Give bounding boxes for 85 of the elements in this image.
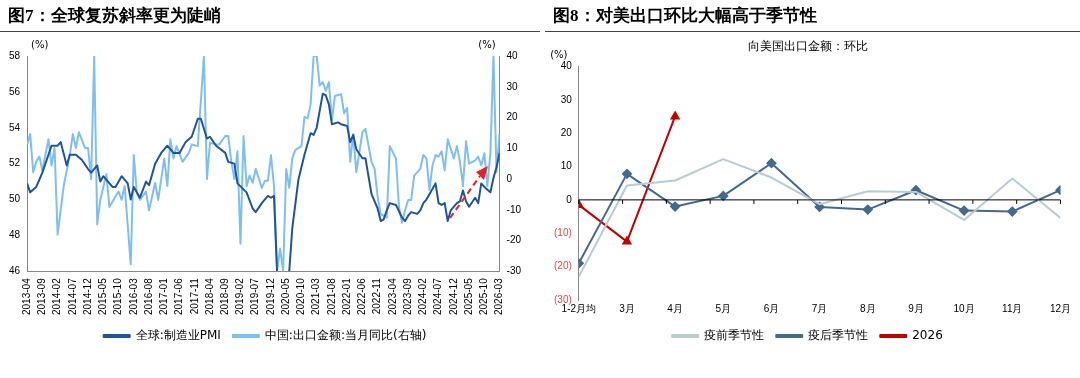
y2-axis-title: (%) bbox=[478, 38, 496, 50]
point bbox=[766, 158, 777, 169]
x-tick-label: 2021-08 bbox=[325, 277, 337, 315]
legend-label: 疫前季节性 bbox=[704, 328, 765, 343]
y-tick-label: 50 bbox=[9, 193, 21, 205]
y2-tick-label: 10 bbox=[506, 142, 519, 154]
x-tick-label: 2022-06 bbox=[356, 277, 368, 315]
x-tick-label: 2017-11 bbox=[188, 277, 200, 315]
x-tick-label: 2020-10 bbox=[295, 277, 307, 315]
y-tick-label: 52 bbox=[9, 157, 21, 169]
x-tick-label: 7月 bbox=[811, 302, 828, 314]
x-tick-label: 5月 bbox=[715, 302, 732, 314]
point bbox=[1007, 206, 1018, 217]
y2-tick-label: 0 bbox=[506, 172, 513, 184]
y-tick-label: 54 bbox=[9, 121, 21, 133]
x-tick-label: 2021-03 bbox=[310, 277, 322, 315]
y-tick-label: 0 bbox=[566, 193, 573, 205]
y-tick-label: (20) bbox=[553, 260, 572, 272]
x-tick-label: 2014-02 bbox=[51, 277, 63, 315]
x-tick-label: 2024-07 bbox=[432, 277, 444, 315]
y2-tick-label: -20 bbox=[506, 234, 522, 246]
x-tick-label: 2017-06 bbox=[173, 277, 185, 315]
y-tick-label: 56 bbox=[9, 85, 21, 97]
x-tick-label: 2016-08 bbox=[142, 277, 154, 315]
y-tick-label: 46 bbox=[9, 265, 21, 277]
chart-title: 图7：全球复苏斜率更为陡峭 bbox=[8, 5, 221, 27]
y-tick-label: (10) bbox=[553, 227, 572, 239]
x-tick-label: 2026-03 bbox=[493, 277, 505, 315]
x-tick-label: 2024-12 bbox=[447, 277, 459, 315]
point bbox=[622, 236, 632, 245]
x-tick-label: 2019-07 bbox=[249, 277, 261, 315]
x-tick-label: 2018-04 bbox=[203, 277, 215, 315]
x-tick-label: 2014-07 bbox=[66, 277, 78, 315]
x-tick-label: 12月 bbox=[1049, 302, 1071, 314]
y-tick-label: (30) bbox=[553, 293, 572, 305]
legend-label: 全球:制造业PMI bbox=[135, 328, 221, 343]
legend-label: 中国:出口金额:当月同比(右轴) bbox=[264, 328, 427, 343]
x-tick-label: 2016-03 bbox=[127, 277, 139, 315]
y-axis-title: (%) bbox=[31, 38, 49, 50]
y2-tick-label: 40 bbox=[506, 49, 519, 61]
y-tick-label: 10 bbox=[560, 160, 573, 172]
point bbox=[718, 190, 729, 201]
x-tick-label: 2025-05 bbox=[462, 277, 474, 315]
x-tick-label: 9月 bbox=[908, 302, 924, 314]
x-tick-label: 2024-02 bbox=[417, 277, 429, 315]
y-tick-label: 40 bbox=[560, 60, 573, 72]
chart-title: 图8：对美出口环比大幅高于季节性 bbox=[553, 5, 817, 27]
y-tick-label: 58 bbox=[9, 49, 21, 61]
y2-tick-label: 20 bbox=[506, 111, 519, 123]
point bbox=[670, 111, 680, 120]
y-axis-title: (%) bbox=[550, 48, 568, 60]
x-tick-label: 3月 bbox=[619, 302, 635, 314]
point bbox=[670, 201, 681, 212]
x-tick-label: 2014-12 bbox=[81, 277, 93, 315]
x-tick-label: 2020-05 bbox=[279, 277, 291, 315]
x-tick-label: 2025-10 bbox=[478, 277, 490, 315]
point bbox=[862, 204, 873, 215]
x-tick-label: 4月 bbox=[667, 302, 683, 314]
x-tick-label: 2018-09 bbox=[218, 277, 230, 315]
x-tick-label: 6月 bbox=[763, 302, 780, 314]
x-tick-label: 2013-04 bbox=[20, 277, 32, 315]
legend-label: 疫后季节性 bbox=[808, 328, 869, 343]
x-tick-label: 2019-12 bbox=[264, 277, 276, 315]
y2-tick-label: -10 bbox=[506, 203, 522, 215]
y-tick-label: 48 bbox=[9, 229, 21, 241]
y-tick-label: 20 bbox=[560, 126, 573, 138]
x-tick-label: 10月 bbox=[953, 302, 975, 314]
point bbox=[621, 168, 632, 179]
y2-tick-label: -30 bbox=[506, 265, 522, 277]
legend-label: 2026 bbox=[912, 328, 943, 343]
x-tick-label: 2015-10 bbox=[112, 277, 124, 315]
x-tick-label: 8月 bbox=[860, 302, 876, 314]
x-tick-label: 2015-05 bbox=[97, 277, 109, 315]
x-tick-label: 2017-01 bbox=[158, 277, 170, 315]
x-tick-label: 2019-02 bbox=[234, 277, 246, 315]
point bbox=[959, 205, 970, 216]
x-tick-label: 11月 bbox=[1002, 302, 1023, 314]
x-tick-label: 2022-01 bbox=[340, 277, 352, 315]
x-tick-label: 2023-09 bbox=[401, 277, 413, 315]
chart-subtitle: 向美国出口金额：环比 bbox=[747, 39, 868, 54]
y-tick-label: 30 bbox=[560, 93, 573, 105]
x-tick-label: 2013-09 bbox=[36, 277, 48, 315]
x-tick-label: 2023-04 bbox=[386, 277, 398, 315]
y2-tick-label: 30 bbox=[506, 80, 519, 92]
x-tick-label: 2022-11 bbox=[371, 277, 383, 315]
